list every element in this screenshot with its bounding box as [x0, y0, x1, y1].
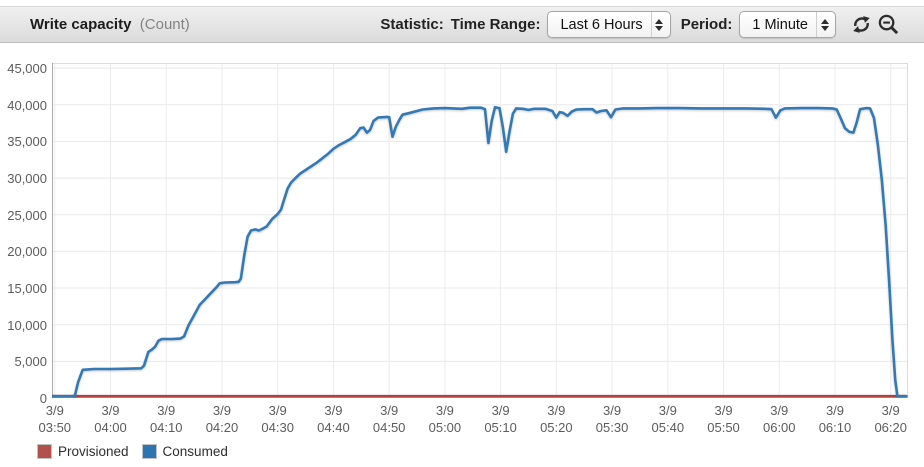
- period-value: 1 Minute: [752, 16, 808, 33]
- legend-swatch: [141, 444, 157, 459]
- x-tick-label: 3/9 06:20: [874, 403, 907, 435]
- time-range-select[interactable]: Last 6 Hours: [547, 11, 671, 38]
- time-range-label: Time Range:: [450, 16, 541, 33]
- x-tick-label: 3/9 06:00: [762, 403, 796, 435]
- statistic-label: Statistic:: [380, 16, 444, 33]
- x-tick-label: 3/9 04:30: [261, 403, 294, 435]
- y-tick-label: 25,000: [7, 207, 47, 223]
- y-tick-label: 15,000: [7, 281, 47, 297]
- chart-title-unit: (Count): [139, 16, 190, 33]
- x-tick-label: 3/9 06:10: [818, 403, 852, 435]
- time-range-value: Last 6 Hours: [560, 16, 643, 33]
- period-select[interactable]: 1 Minute: [739, 11, 836, 38]
- chart-legend: Provisioned Consumed: [37, 444, 241, 459]
- series-line-consumed: [52, 105, 908, 398]
- chart-controls: Statistic: Time Range: Last 6 Hours Peri…: [380, 11, 900, 38]
- legend-item-provisioned: Provisioned: [37, 444, 129, 459]
- y-tick-label: 10,000: [7, 317, 47, 333]
- y-tick-label: 45,000: [7, 61, 47, 77]
- x-tick-label: 3/9 05:00: [428, 403, 462, 435]
- stepper-arrows-icon: [650, 12, 670, 37]
- x-tick-label: 3/9 04:50: [372, 403, 406, 435]
- x-tick-label: 3/9 04:40: [317, 403, 350, 435]
- x-tick-label: 3/9 05:30: [595, 403, 629, 435]
- legend-item-consumed: Consumed: [141, 444, 228, 459]
- y-tick-label: 35,000: [7, 134, 47, 150]
- chart-title-text: Write capacity: [30, 16, 132, 33]
- y-tick-label: 40,000: [7, 97, 47, 113]
- line-chart-plot: [52, 63, 908, 398]
- chart-header-bar: Write capacity (Count) Statistic: Time R…: [0, 6, 924, 43]
- y-tick-label: 5,000: [14, 354, 47, 370]
- refresh-icon[interactable]: [850, 13, 873, 36]
- x-tick-label: 3/9 05:10: [484, 403, 517, 435]
- legend-label: Provisioned: [58, 444, 129, 459]
- x-tick-label: 3/9 03:50: [38, 403, 72, 435]
- x-tick-label: 3/9 04:10: [149, 403, 183, 435]
- legend-swatch: [37, 444, 52, 459]
- x-tick-label: 3/9 04:20: [205, 403, 239, 435]
- y-tick-label: 20,000: [7, 244, 47, 260]
- legend-label: Consumed: [162, 444, 228, 459]
- x-tick-label: 3/9 05:40: [651, 403, 685, 435]
- period-label: Period:: [680, 16, 733, 33]
- chart-title: Write capacity (Count): [30, 16, 190, 33]
- zoom-out-icon[interactable]: [877, 13, 900, 36]
- x-tick-label: 3/9 05:50: [707, 403, 740, 435]
- y-tick-label: 0: [39, 391, 47, 406]
- x-tick-label: 3/9 04:00: [94, 403, 127, 435]
- y-tick-label: 30,000: [7, 171, 47, 187]
- x-tick-label: 3/9 05:20: [540, 403, 573, 435]
- stepper-arrows-icon: [816, 12, 835, 37]
